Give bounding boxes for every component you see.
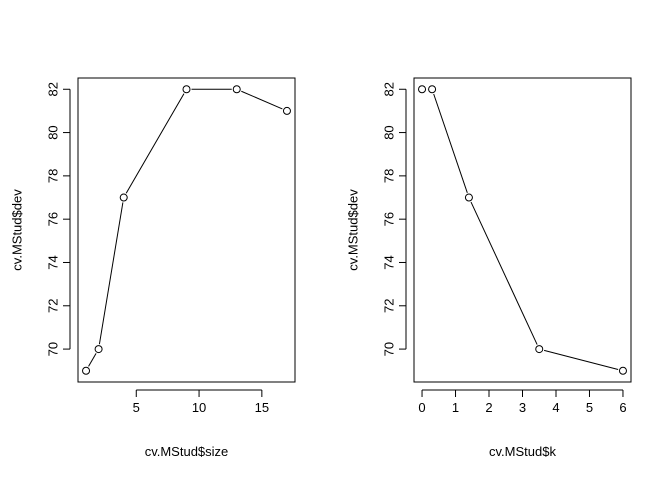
y-tick-label: 80 (45, 125, 60, 139)
y-tick-label: 80 (381, 125, 396, 139)
data-point (94, 345, 103, 354)
y-tick-label: 82 (45, 82, 60, 96)
data-point (428, 85, 437, 94)
x-tick-label: 6 (619, 400, 626, 415)
y-tick-label: 76 (45, 212, 60, 226)
x-tick-label: 0 (418, 400, 425, 415)
y-tick-label: 74 (45, 255, 60, 269)
y-axis-title: cv.MStud$dev (345, 189, 360, 271)
y-tick-label: 70 (381, 342, 396, 356)
series-line-segment (125, 93, 185, 194)
x-tick-label: 4 (552, 400, 559, 415)
x-tick-label: 15 (255, 400, 269, 415)
plot-panel-left: 5 10 15 70 72 74 76 78 80 82 cv.MStud$size cv.MStud… (9, 77, 296, 459)
data-point (535, 345, 544, 354)
data-point (182, 85, 191, 94)
data-point (282, 106, 291, 115)
series-line-segment (88, 353, 97, 367)
y-axis-title: cv.MStud$dev (9, 189, 24, 271)
y-tick-label: 78 (45, 169, 60, 183)
data-point (464, 193, 473, 202)
series-line-segment (241, 90, 283, 110)
series-line-segment (433, 93, 468, 193)
x-tick-label: 5 (133, 400, 140, 415)
y-tick-label: 72 (45, 299, 60, 313)
series-line-segment (98, 202, 124, 345)
data-point (618, 366, 627, 375)
x-tick-label: 2 (485, 400, 492, 415)
x-tick-label: 5 (586, 400, 593, 415)
series-line-segment (543, 349, 619, 370)
series-line-segment (470, 201, 538, 345)
y-tick-label: 78 (381, 169, 396, 183)
plot-box (413, 77, 632, 383)
x-axis-title: cv.MStud$k (489, 444, 556, 459)
y-tick-label: 82 (381, 82, 396, 96)
x-tick-label: 10 (192, 400, 206, 415)
x-tick-label: 1 (452, 400, 459, 415)
data-point (418, 85, 427, 94)
plot-box (77, 77, 296, 383)
data-point (82, 366, 91, 375)
y-tick-label: 74 (381, 255, 396, 269)
y-tick-label: 72 (381, 299, 396, 313)
data-point (119, 193, 128, 202)
data-point (232, 85, 241, 94)
x-axis-title: cv.MStud$size (145, 444, 229, 459)
x-tick-label: 3 (519, 400, 526, 415)
y-tick-label: 76 (381, 212, 396, 226)
y-tick-label: 70 (45, 342, 60, 356)
plot-panel-right: 0 1 2 3 4 5 6 70 72 74 76 78 80 82 cv.MStud$k cv.MStud$… (345, 77, 632, 459)
